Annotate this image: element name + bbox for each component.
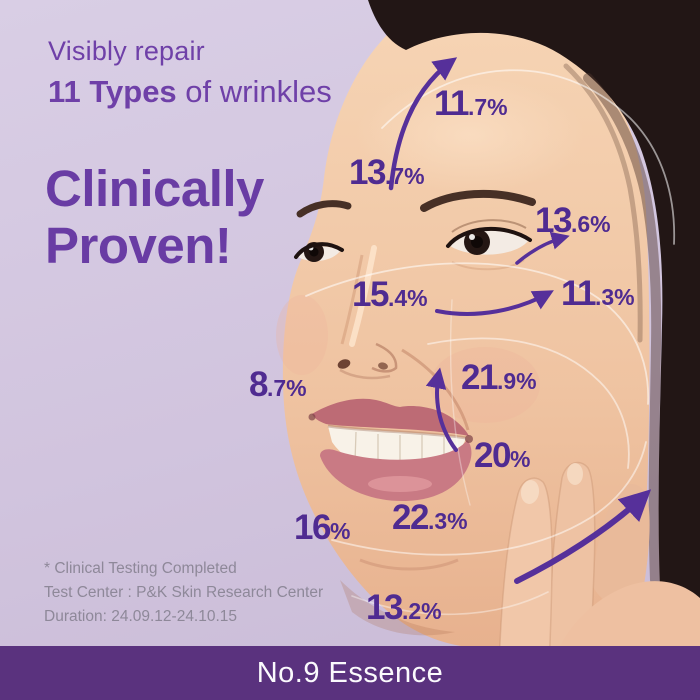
lips [308,398,473,502]
trend-arrows [388,57,652,584]
footnote-line1: * Clinical Testing Completed [44,560,237,577]
chin-crease [359,558,459,571]
index-finger [497,477,553,700]
fingernail [567,463,583,485]
percent-label: 15.4% [352,275,428,314]
left-eyebrow [296,200,352,218]
percent-label: 11.3% [561,274,635,313]
tagline-line2-bold: 11 Types [48,74,177,109]
tagline-line1: Visibly repair [48,36,205,66]
chin-shadow [340,580,455,636]
arrow-crowsfeet-icon [435,290,554,316]
percent-label: 21.9% [461,358,537,397]
headline-line1: Clinically [45,160,264,217]
tagline-line2: 11 Types of wrinkles [48,74,332,110]
arrow-nasolabial-icon [425,367,458,452]
tagline: Visibly repair 11 Types of wrinkles [48,36,332,110]
arrow-jawline-icon [514,489,652,584]
cheek-blush [430,347,540,423]
headline-line2: Proven! [45,217,232,275]
percent-label: 22.3% [392,498,468,537]
percent-label: 16% [294,508,351,547]
footnote-line2: Test Center : P&K Skin Research Center [44,584,324,602]
percent-label: 11.7% [434,84,508,123]
product-name: No.9 Essence [256,656,444,689]
percent-label: 13.6% [535,201,611,240]
arrow-forehead-icon [388,57,458,191]
footnote-line3: Duration: 24.09.12-24.10.15 [44,608,238,626]
headline: Clinically Proven! [45,160,264,274]
percent-label: 13.7% [349,153,425,192]
fingernail [520,480,540,504]
guide-arcs [305,69,676,616]
nose [337,245,398,380]
tagline-line2-rest: of wrinkles [176,74,332,109]
product-banner: No.9 Essence [0,646,700,700]
percent-label: 13.2% [366,588,442,627]
right-eye [446,219,532,271]
left-eye [294,242,344,262]
clinical-test-footnote: * Clinical Testing Completed Test Center… [44,557,323,629]
right-eyebrow [420,189,536,212]
arrow-eye-icon [515,231,570,265]
cheek-blush [276,295,328,375]
percent-label: 20% [474,436,531,475]
percent-label: 8.7% [249,365,307,404]
